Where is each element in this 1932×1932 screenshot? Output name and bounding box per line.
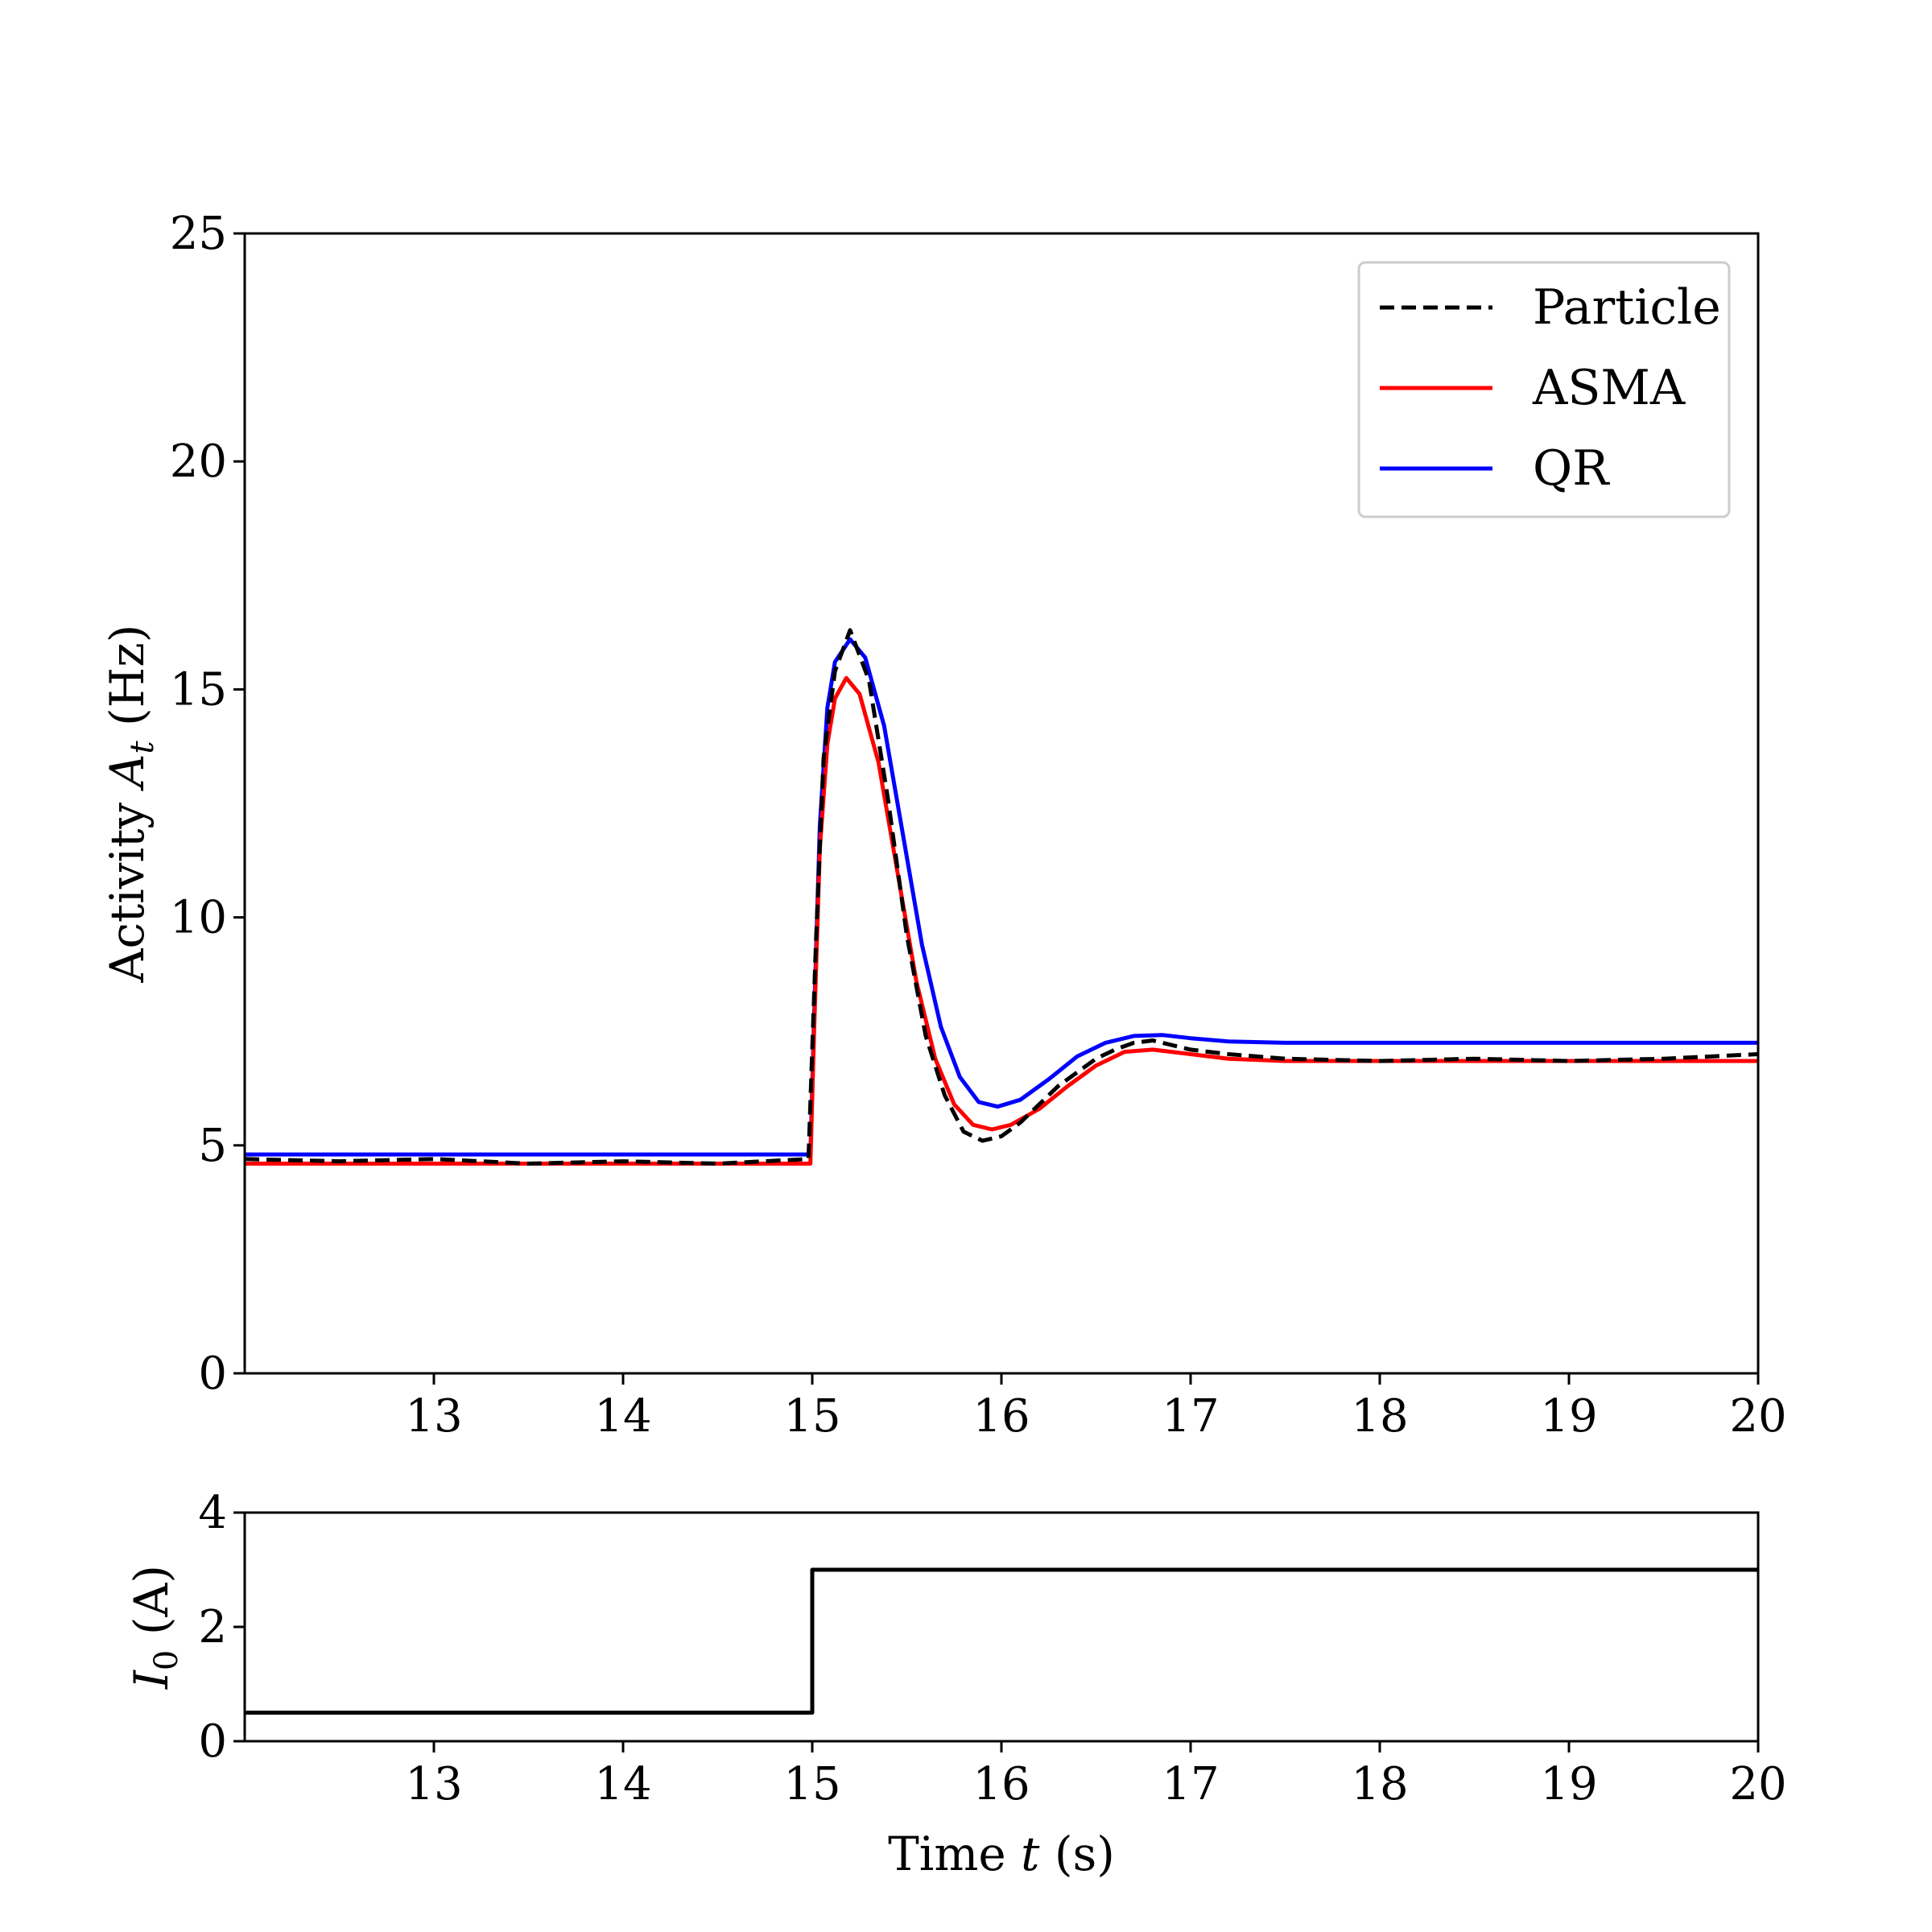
input-current-x-tick-label: 16 [972,1758,1030,1810]
input-current-y-ticks: 0 2 4 [198,1487,245,1768]
input-current-y-label-symbol: I [124,1670,179,1690]
input-current-plot-frame [243,1511,1760,1743]
activity-x-tick-label: 20 [1729,1390,1786,1443]
legend-label-qr: QR [1533,440,1610,497]
activity-x-tick-label: 14 [594,1390,651,1443]
input-current-x-tick-label: 20 [1729,1758,1786,1810]
time-x-label-prefix: Time [888,1827,1021,1881]
input-current-y-tick-label: 2 [198,1601,227,1653]
time-x-label-suffix: (s) [1039,1827,1114,1881]
activity-series-qr-line [245,637,1758,1157]
input-current-y-axis-label: I0 (A) [124,1565,185,1690]
activity-x-tick-label: 16 [972,1390,1030,1443]
input-current-x-tick-label: 18 [1351,1758,1408,1810]
input-current-x-tick-label: 15 [783,1758,840,1810]
input-current-x-tick-label: 19 [1540,1758,1597,1810]
input-current-x-tick-label: 14 [594,1758,651,1810]
input-current-y-tick-label: 4 [198,1487,227,1539]
input-current-plot: 13 14 15 16 17 18 19 20 024 I0 (A) Time t (s) [124,1487,1787,1881]
time-x-axis-label: Time t (s) [888,1827,1115,1881]
activity-y-ticks: 0 5 10 15 20 25 [170,208,245,1400]
activity-series-group [245,628,1758,1166]
activity-y-tick-label: 5 [198,1120,227,1172]
legend-items: Particle ASMA QR [1380,279,1721,497]
time-x-label-symbol: t [1021,1827,1040,1881]
activity-y-label-suffix: (Hz) [100,625,155,741]
activity-y-tick-label: 15 [170,663,227,716]
activity-y-axis-label: Activity At (Hz) [100,625,161,984]
activity-x-tick-label: 17 [1162,1390,1219,1443]
input-current-series-step-line [245,1567,1758,1715]
activity-series-asma-line [245,675,1758,1166]
activity-y-tick-label: 0 [198,1348,227,1400]
legend-box [1357,261,1731,518]
activity-y-label-prefix: Activity [100,787,155,983]
activity-x-tick-label: 15 [783,1390,840,1443]
activity-x-tick-label: 19 [1540,1390,1597,1443]
input-current-x-ticks: 13 14 15 16 17 18 19 20 [405,1741,1787,1810]
input-current-series-group [245,1567,1758,1715]
legend: Particle ASMA QR [1357,261,1731,518]
activity-x-tick-label: 18 [1351,1390,1408,1443]
legend-label-particle: Particle [1533,279,1721,336]
activity-y-tick-label: 10 [170,892,227,944]
activity-y-label-subscript: t [124,740,161,753]
activity-y-tick-label: 25 [170,208,227,260]
activity-x-tick-label: 13 [405,1390,462,1443]
input-current-y-label-suffix: (A) [124,1565,179,1650]
input-current-x-tick-label: 17 [1162,1758,1219,1810]
activity-series-particle-line [245,628,1758,1166]
activity-y-label-symbol: A [100,753,155,791]
activity-plot: 13 14 15 16 17 18 19 20 0 5 10 15 20 25 Activity At … [100,208,1787,1443]
legend-label-asma: ASMA [1532,360,1686,416]
input-current-x-tick-label: 13 [405,1758,462,1810]
activity-y-tick-label: 20 [170,436,227,488]
input-current-y-label-subscript: 0 [148,1650,185,1670]
input-current-y-tick-label: 0 [198,1715,227,1768]
activity-x-ticks: 13 14 15 16 17 18 19 20 [405,1373,1787,1443]
